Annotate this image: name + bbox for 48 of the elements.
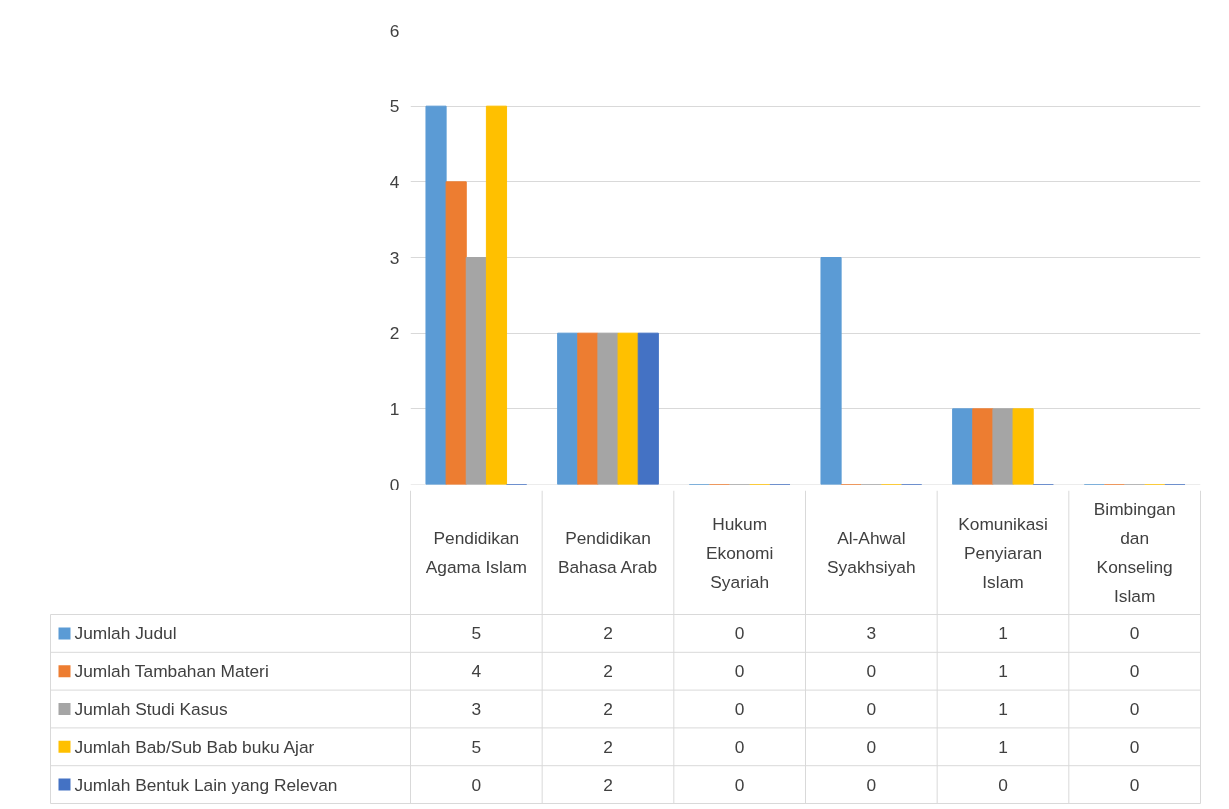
data-label: 0	[866, 699, 877, 719]
x-tick-label: Komunikasi Penyiaran Islam	[958, 513, 1048, 592]
data-label: 0	[734, 736, 745, 757]
legend-label: Jumlah Tambahan Materi	[74, 661, 269, 682]
data-label: 0	[1129, 699, 1140, 719]
data-label: 2	[603, 736, 613, 757]
y-tick-label: 4	[389, 171, 400, 192]
data-label: 0	[1129, 661, 1140, 682]
data-label: 0	[471, 774, 482, 795]
data-label: 0	[734, 699, 745, 719]
y-tick-label: 1	[389, 398, 400, 419]
data-label: 3	[471, 699, 482, 719]
data-label: 0	[866, 774, 877, 795]
data-label: 2	[603, 699, 613, 719]
data-label: 2	[603, 661, 613, 682]
data-label: 0	[866, 661, 877, 682]
data-label: 1	[998, 661, 1008, 682]
legend-label: Jumlah Judul	[74, 623, 177, 644]
x-tick-label: Pendidikan Agama Islam	[425, 528, 527, 577]
data-label: 5	[471, 623, 482, 644]
x-tick-label: Hukum Ekonomi Syariah	[705, 513, 774, 592]
y-tick-label: 3	[389, 247, 400, 268]
y-tick-label: 2	[389, 323, 400, 344]
legend-label: Jumlah Studi Kasus	[74, 699, 228, 719]
data-label: 0	[998, 774, 1008, 795]
legend-label: Jumlah Bab/Sub Bab buku Ajar	[74, 736, 315, 757]
data-label: 0	[1129, 774, 1140, 795]
data-label: 1	[998, 699, 1008, 719]
data-label: 0	[734, 774, 745, 795]
y-tick-label: 0	[389, 474, 400, 495]
data-label: 3	[866, 623, 877, 644]
data-label: 0	[734, 661, 745, 682]
legend-label: Jumlah Bentuk Lain yang Relevan	[74, 774, 338, 795]
data-label: 0	[866, 736, 877, 757]
data-label: 2	[603, 623, 613, 644]
x-tick-label: Bimbingan dan Konseling Islam	[1093, 499, 1176, 606]
data-label: 0	[734, 623, 745, 644]
data-label: 0	[1129, 623, 1140, 644]
data-label: 1	[998, 623, 1008, 644]
data-label: 1	[998, 736, 1008, 757]
y-tick-label: 6	[389, 20, 400, 41]
data-label: 5	[471, 736, 482, 757]
x-tick-label: Al-Ahwal Syakhsiyah	[827, 528, 916, 577]
x-tick-label: Pendidikan Bahasa Arab	[557, 528, 658, 577]
data-label: 0	[1129, 736, 1140, 757]
y-tick-label: 5	[389, 96, 400, 117]
data-label: 2	[603, 774, 613, 795]
data-label: 4	[471, 661, 482, 682]
